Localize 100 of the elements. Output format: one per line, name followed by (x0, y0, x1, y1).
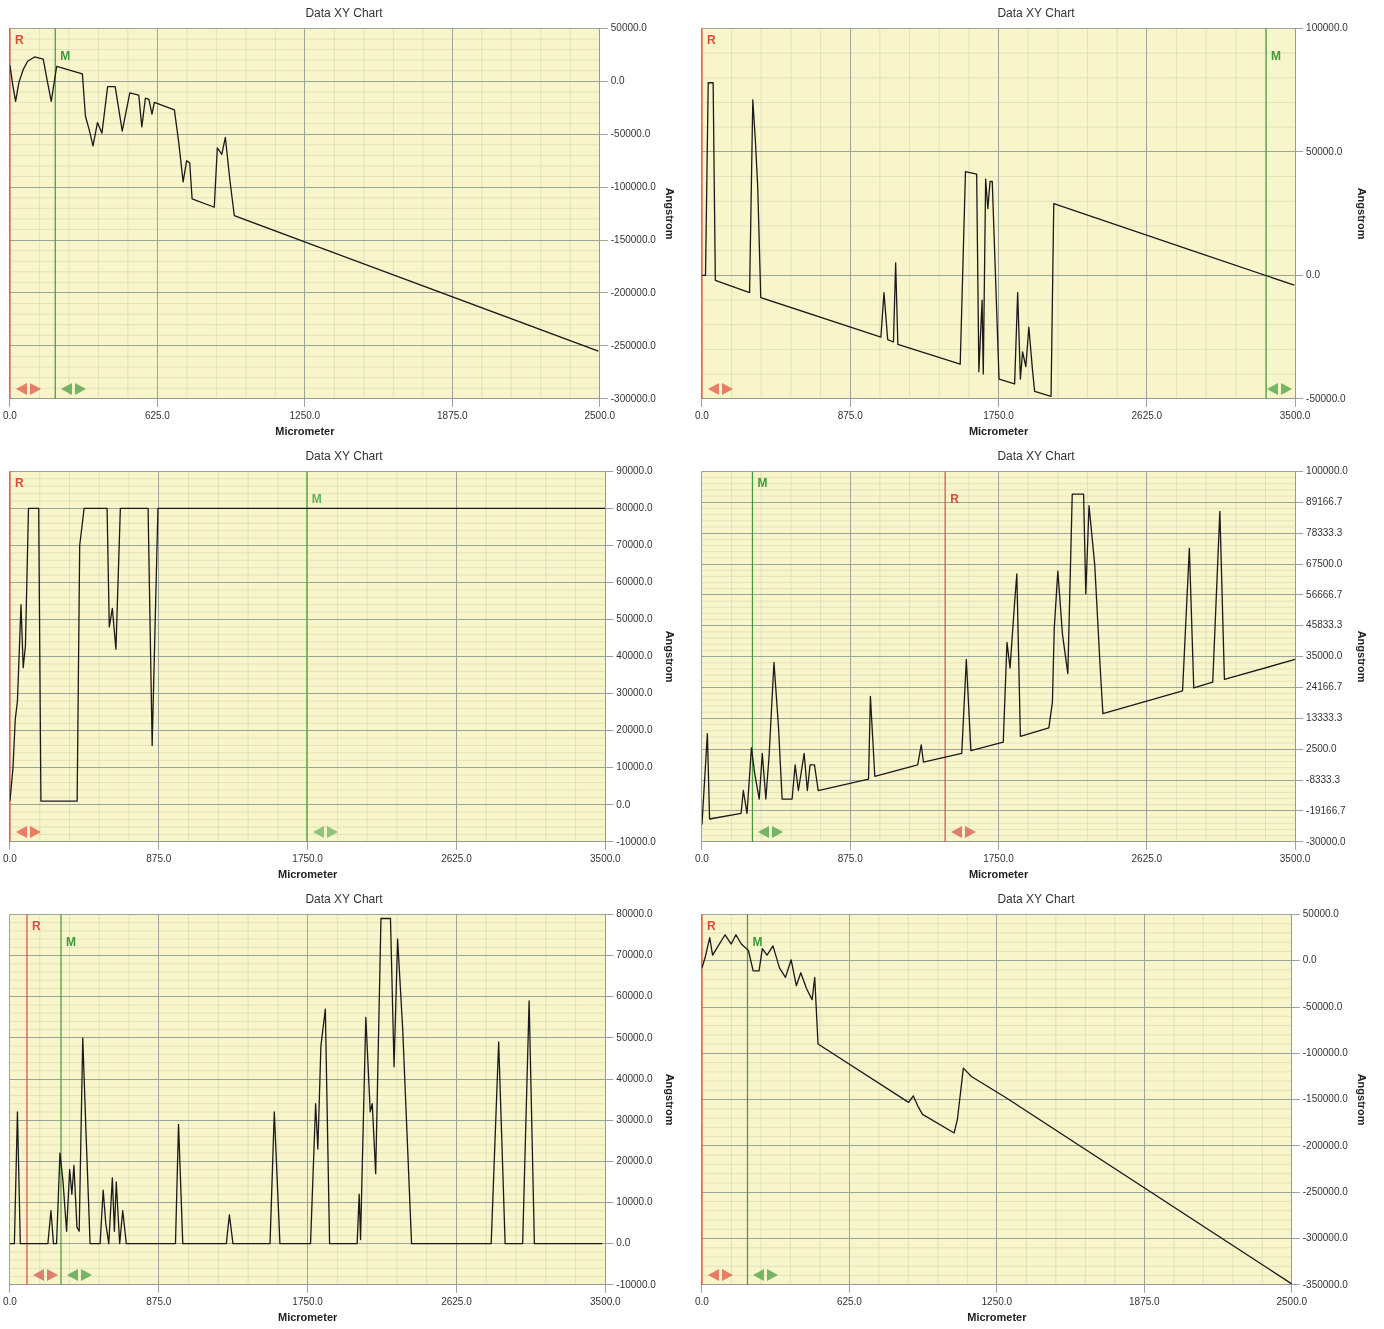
y-tick-label: 10000.0 (616, 761, 653, 773)
x-tick-label: 3500.0 (1279, 852, 1311, 864)
ref-line-label: R (31, 918, 41, 933)
y-tick-label: -200000.0 (610, 286, 657, 298)
ref-line-label: R (950, 491, 960, 506)
x-axis-title: Micrometer (275, 425, 336, 438)
y-tick-label: -350000.0 (1302, 1278, 1349, 1290)
chart-title: Data XY Chart (305, 891, 384, 906)
y-axis-title: Angstrom (664, 630, 677, 683)
x-tick-label: 0.0 (695, 852, 710, 864)
x-tick-label: 625.0 (836, 1295, 863, 1307)
y-tick-label: 30000.0 (616, 687, 653, 699)
y-tick-label: 0.0 (616, 1237, 631, 1249)
ref-line-label: R (14, 32, 24, 47)
y-axis-title: Angstrom (664, 187, 677, 240)
y-tick-label: 0.0 (1302, 954, 1318, 966)
y-tick-label: -30000.0 (1306, 835, 1347, 847)
y-tick-label: -250000.0 (1302, 1185, 1349, 1197)
x-tick-label: 875.0 (146, 852, 172, 864)
y-tick-label: 90000.0 (616, 465, 653, 477)
x-tick-label: 875.0 (146, 1295, 172, 1307)
y-tick-label: 20000.0 (616, 724, 653, 736)
x-tick-label: 0.0 (695, 1295, 710, 1307)
ref-line-label: M (60, 48, 71, 63)
y-tick-label: 50000.0 (616, 1031, 653, 1043)
y-tick-label: 50000.0 (1306, 145, 1343, 157)
x-tick-label: 2625.0 (441, 852, 473, 864)
chart-title: Data XY Chart (997, 891, 1076, 906)
ref-line-label: R (706, 918, 716, 933)
y-tick-label: 0.0 (616, 798, 631, 810)
ref-line-label: M (752, 934, 763, 949)
x-tick-label: 1250.0 (981, 1295, 1013, 1307)
y-tick-label: 13333.3 (1306, 712, 1343, 724)
y-axis-title: Angstrom (1356, 187, 1369, 240)
y-tick-label: 45833.3 (1306, 619, 1343, 631)
y-tick-label: 20000.0 (616, 1155, 653, 1167)
y-tick-label: 0.0 (610, 75, 626, 87)
y-tick-label: 10000.0 (616, 1196, 653, 1208)
y-tick-label: 35000.0 (1306, 650, 1343, 662)
y-tick-label: 24166.7 (1306, 681, 1343, 693)
y-tick-label: -300000.0 (1302, 1232, 1349, 1244)
ref-line-label: M (757, 475, 768, 490)
ref-line-label: M (65, 934, 76, 949)
y-tick-label: 2500.0 (1306, 742, 1338, 754)
x-tick-label: 1750.0 (292, 852, 324, 864)
x-tick-label: 625.0 (144, 409, 171, 421)
y-tick-label: -150000.0 (1302, 1093, 1349, 1105)
y-tick-label: 100000.0 (1306, 22, 1349, 34)
x-tick-label: 0.0 (695, 409, 710, 421)
x-tick-label: 2500.0 (1276, 1295, 1308, 1307)
ref-line-label: R (14, 475, 24, 490)
x-axis-title: Micrometer (277, 1311, 338, 1324)
x-tick-label: 0.0 (3, 852, 18, 864)
y-tick-label: -250000.0 (610, 339, 657, 351)
x-axis-title: Micrometer (968, 868, 1029, 881)
x-tick-label: 2625.0 (1131, 852, 1163, 864)
y-tick-label: 78333.3 (1306, 526, 1343, 538)
x-tick-label: 1750.0 (983, 852, 1015, 864)
x-axis-title: Micrometer (968, 425, 1029, 438)
y-tick-label: 40000.0 (616, 1072, 653, 1084)
y-tick-label: 40000.0 (616, 650, 653, 662)
y-tick-label: -8333.3 (1306, 773, 1341, 785)
chart-title: Data XY Chart (997, 5, 1076, 20)
y-tick-label: -300000.0 (610, 392, 657, 404)
y-tick-label: 60000.0 (616, 990, 653, 1002)
ref-line-label: M (311, 491, 322, 506)
ref-line-label: R (706, 32, 716, 47)
y-tick-label: 56666.7 (1306, 588, 1343, 600)
x-tick-label: 0.0 (3, 1295, 18, 1307)
y-tick-label: -50000.0 (1302, 1000, 1343, 1012)
y-axis-title: Angstrom (1356, 630, 1369, 683)
y-tick-label: 60000.0 (616, 576, 653, 588)
chart-title: Data XY Chart (997, 448, 1076, 463)
x-tick-label: 875.0 (837, 409, 864, 421)
y-tick-label: 50000.0 (610, 22, 648, 34)
y-tick-label: -50000.0 (1306, 392, 1347, 404)
y-tick-label: 70000.0 (616, 539, 653, 551)
y-tick-label: -50000.0 (610, 127, 651, 139)
y-tick-label: -10000.0 (616, 835, 657, 847)
x-tick-label: 1875.0 (437, 409, 469, 421)
y-tick-label: 50000.0 (616, 613, 653, 625)
y-tick-label: -100000.0 (1302, 1047, 1349, 1059)
x-tick-label: 1750.0 (292, 1295, 324, 1307)
y-axis-title: Angstrom (1356, 1073, 1369, 1126)
chart-title: Data XY Chart (305, 5, 384, 20)
x-tick-label: 2500.0 (584, 409, 616, 421)
x-tick-label: 1250.0 (289, 409, 321, 421)
y-tick-label: 0.0 (1306, 269, 1321, 281)
x-axis-title: Micrometer (277, 868, 338, 881)
y-tick-label: 80000.0 (616, 502, 653, 514)
chart-title: Data XY Chart (305, 448, 384, 463)
x-tick-label: 0.0 (3, 409, 18, 421)
y-tick-label: 70000.0 (616, 949, 653, 961)
x-tick-label: 2625.0 (1131, 409, 1163, 421)
y-tick-label: -200000.0 (1302, 1139, 1349, 1151)
x-tick-label: 1750.0 (983, 409, 1015, 421)
y-tick-label: -19166.7 (1306, 804, 1347, 816)
x-tick-label: 1875.0 (1129, 1295, 1161, 1307)
y-tick-label: 89166.7 (1306, 496, 1343, 508)
y-tick-label: -150000.0 (610, 233, 657, 245)
